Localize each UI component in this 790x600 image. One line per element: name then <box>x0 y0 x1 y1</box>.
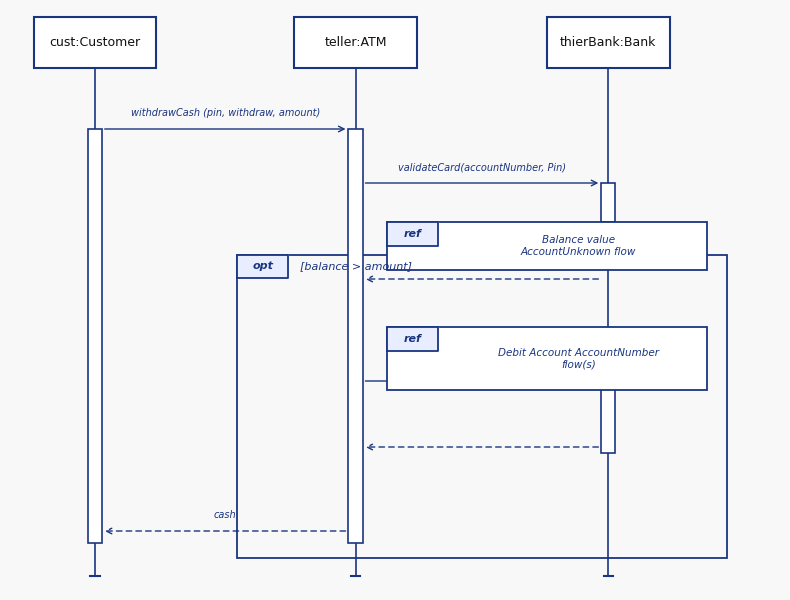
Polygon shape <box>387 327 438 351</box>
Bar <box>348 129 363 543</box>
Bar <box>601 183 615 222</box>
Text: cust:Customer: cust:Customer <box>49 35 141 49</box>
Text: opt: opt <box>252 262 273 271</box>
Text: Balance value
AccountUnknown flow: Balance value AccountUnknown flow <box>521 235 637 257</box>
Text: balance: balance <box>463 258 501 268</box>
Text: Debit Account AccountNumber
flow(s): Debit Account AccountNumber flow(s) <box>498 348 659 370</box>
Text: thierBank:Bank: thierBank:Bank <box>560 35 656 49</box>
Text: ref: ref <box>404 334 422 344</box>
Bar <box>237 255 727 558</box>
Text: teller:ATM: teller:ATM <box>324 35 387 49</box>
Bar <box>294 16 417 67</box>
Bar <box>387 222 707 270</box>
Bar <box>547 16 670 67</box>
Polygon shape <box>387 222 438 246</box>
Bar <box>88 129 102 543</box>
Text: withdrawCash (pin, withdraw, amount): withdrawCash (pin, withdraw, amount) <box>130 108 320 118</box>
Bar <box>33 16 156 67</box>
Text: validateCard(accountNumber, Pin): validateCard(accountNumber, Pin) <box>398 162 566 172</box>
Polygon shape <box>237 255 288 278</box>
Bar <box>387 327 707 390</box>
Text: ref: ref <box>404 229 422 239</box>
Text: cash: cash <box>214 510 236 520</box>
Text: [balance > amount]: [balance > amount] <box>300 262 412 271</box>
Bar <box>601 381 615 453</box>
Text: debit (accountNumber, amount): debit (accountNumber, amount) <box>404 360 560 370</box>
